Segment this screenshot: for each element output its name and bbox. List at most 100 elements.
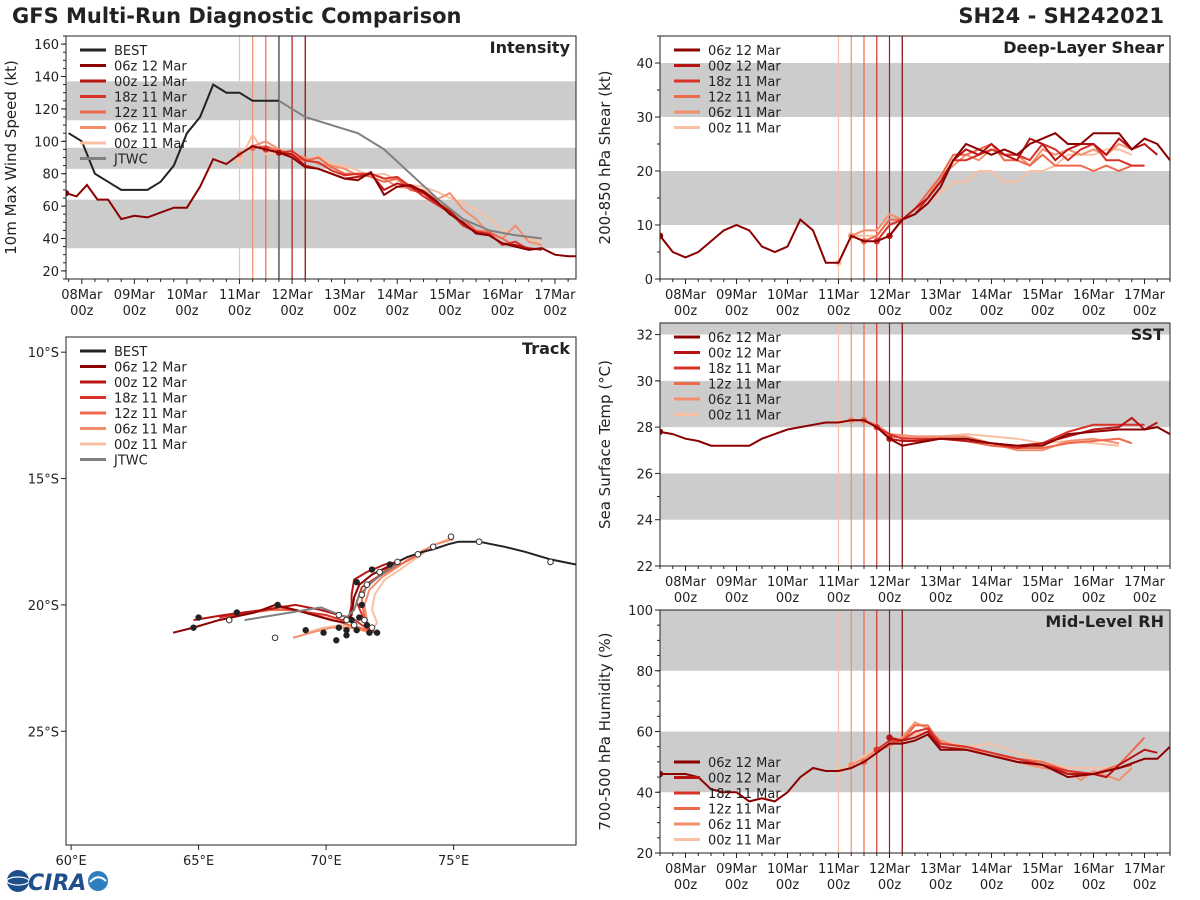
shear-xtick-label: 08Mar (665, 288, 707, 303)
rh-ytick-label: 80 (636, 665, 653, 680)
intensity-legend-label-06z-12-mar: 06z 12 Mar (114, 60, 187, 75)
track-legend-label-18z-11-mar: 18z 11 Mar (114, 392, 187, 407)
rh-ytick-label: 20 (636, 847, 653, 862)
sst-shaded-band (660, 323, 1170, 335)
rh-xtick-label: 16Mar (1073, 862, 1115, 877)
rh-xtick-label: 08Mar (665, 862, 707, 877)
rh-xtick-label: 00z (980, 878, 1004, 893)
rh-legend-label-06z-12-mar: 06z 12 Mar (708, 756, 781, 771)
rh-xtick-label: 00z (929, 878, 953, 893)
rh-xtick-label: 15Mar (1022, 862, 1064, 877)
rh-xtick-label: 14Mar (971, 862, 1013, 877)
track-best-position-dot (356, 614, 363, 621)
track-forecast-position-dot (343, 616, 350, 624)
intensity-xtick-label: 00z (280, 304, 304, 319)
track-best-position-dot (353, 626, 360, 634)
intensity-title: Intensity (490, 38, 571, 57)
shear-title: Deep-Layer Shear (1003, 38, 1164, 57)
intensity-xtick-label: 11Mar (219, 288, 261, 303)
track-series-18z-11-mar (218, 556, 409, 634)
sst-series-00z-12-mar (889, 416, 1158, 447)
sst-xtick-label: 12Mar (869, 575, 911, 590)
intensity-ytick-label: 160 (34, 38, 59, 53)
rh-xtick-label: 09Mar (716, 862, 758, 877)
intensity-xtick-label: 13Mar (324, 288, 366, 303)
sst-legend-label-06z-11-mar: 06z 11 Mar (708, 393, 781, 408)
sst-ytick-label: 28 (636, 421, 653, 436)
rh-legend-label-18z-11-mar: 18z 11 Mar (708, 787, 781, 802)
track-series-06z-11-mar (292, 538, 454, 639)
sst-legend-label-06z-12-mar: 06z 12 Mar (708, 331, 781, 346)
sst-xtick-label: 10Mar (767, 575, 809, 590)
shear-legend-label-00z-11-mar: 00z 11 Mar (708, 122, 781, 137)
chart-sst: 22242628303208Mar00z09Mar00z10Mar00z11Ma… (596, 322, 1171, 606)
shear-legend-label-06z-12-mar: 06z 12 Mar (708, 44, 781, 59)
rh-xtick-label: 00z (725, 878, 749, 893)
sst-xtick-label: 00z (674, 591, 698, 606)
track-forecast-position-dot (361, 616, 368, 624)
rh-xtick-label: 13Mar (920, 862, 962, 877)
rh-ytick-label: 60 (636, 726, 653, 741)
track-best-position-dot (368, 566, 376, 573)
cira-logo: CIRA (6, 870, 108, 896)
shear-xtick-label: 00z (929, 304, 953, 319)
shear-shaded-band (660, 63, 1170, 117)
intensity-xtick-label: 00z (123, 304, 147, 319)
track-ytick-label: 20°S (28, 599, 59, 614)
chart-track: 10°S 15°S 20°S 25°S 60°E 65°E 70°E 75°E Track BES… (28, 336, 577, 869)
track-forecast-position-dot (350, 621, 358, 629)
intensity-xtick-label: 00z (491, 304, 515, 319)
rh-xtick-label: 10Mar (767, 862, 809, 877)
sst-series-06z-12-mar (660, 419, 1170, 447)
sst-ytick-label: 30 (636, 375, 653, 390)
track-forecast-position-dot (429, 543, 437, 551)
track-forecast-position-dot (335, 611, 343, 619)
intensity-xtick-label: 08Mar (61, 288, 103, 303)
track-forecast-position-dot (475, 538, 483, 546)
track-legend-label-best: BEST (114, 345, 147, 360)
rh-legend-label-00z-12-mar: 00z 12 Mar (708, 772, 781, 787)
rh-xtick-label: 00z (1082, 878, 1106, 893)
intensity-shaded-band (66, 199, 576, 249)
sst-xtick-label: 00z (1082, 591, 1106, 606)
shear-series-18z-11-mar (876, 142, 1145, 242)
shear-legend-label-06z-11-mar: 06z 11 Mar (708, 106, 781, 121)
intensity-series-best (68, 83, 279, 191)
rh-xtick-label: 00z (1031, 878, 1055, 893)
sst-legend-label-00z-12-mar: 00z 12 Mar (708, 347, 781, 362)
track-best-position-dot (195, 614, 202, 621)
rh-init-marker (886, 734, 893, 741)
sst-legend-label-12z-11-mar: 12z 11 Mar (708, 378, 781, 393)
sst-xtick-label: 00z (1031, 591, 1055, 606)
track-ytick-label: 25°S (28, 725, 59, 740)
track-forecast-position-dot (394, 558, 401, 566)
shear-xtick-label: 14Mar (971, 288, 1013, 303)
shear-ytick-label: 30 (636, 111, 653, 126)
rh-xtick-label: 00z (776, 878, 800, 893)
shear-xtick-label: 16Mar (1073, 288, 1115, 303)
chart-shear: 01020304008Mar00z09Mar00z10Mar00z11Mar00… (596, 35, 1171, 319)
shear-ytick-label: 40 (636, 57, 653, 72)
intensity-series-06z-12-mar (66, 145, 576, 258)
rh-ytick-label: 100 (628, 604, 653, 619)
intensity-legend-label-00z-12-mar: 00z 12 Mar (114, 75, 187, 90)
shear-series-06z-12-mar (660, 132, 1170, 264)
track-legend-label-00z-11-mar: 00z 11 Mar (114, 438, 187, 453)
sst-xtick-label: 09Mar (716, 575, 758, 590)
track-best-position-dot (386, 561, 394, 568)
rh-xtick-label: 00z (878, 878, 902, 893)
sst-xtick-label: 14Mar (971, 575, 1013, 590)
sst-xtick-label: 00z (980, 591, 1004, 606)
intensity-xtick-label: 15Mar (429, 288, 471, 303)
rh-legend-label-12z-11-mar: 12z 11 Mar (708, 803, 781, 818)
rh-title: Mid-Level RH (1045, 612, 1164, 631)
sst-xtick-label: 17Mar (1124, 575, 1166, 590)
shear-xtick-label: 00z (878, 304, 902, 319)
sst-xtick-label: 11Mar (818, 575, 860, 590)
rh-xtick-label: 17Mar (1124, 862, 1166, 877)
shear-xtick-label: 00z (827, 304, 851, 319)
shear-xtick-label: 15Mar (1022, 288, 1064, 303)
intensity-xtick-label: 00z (70, 304, 94, 319)
intensity-series-12z-11-mar (252, 145, 529, 250)
